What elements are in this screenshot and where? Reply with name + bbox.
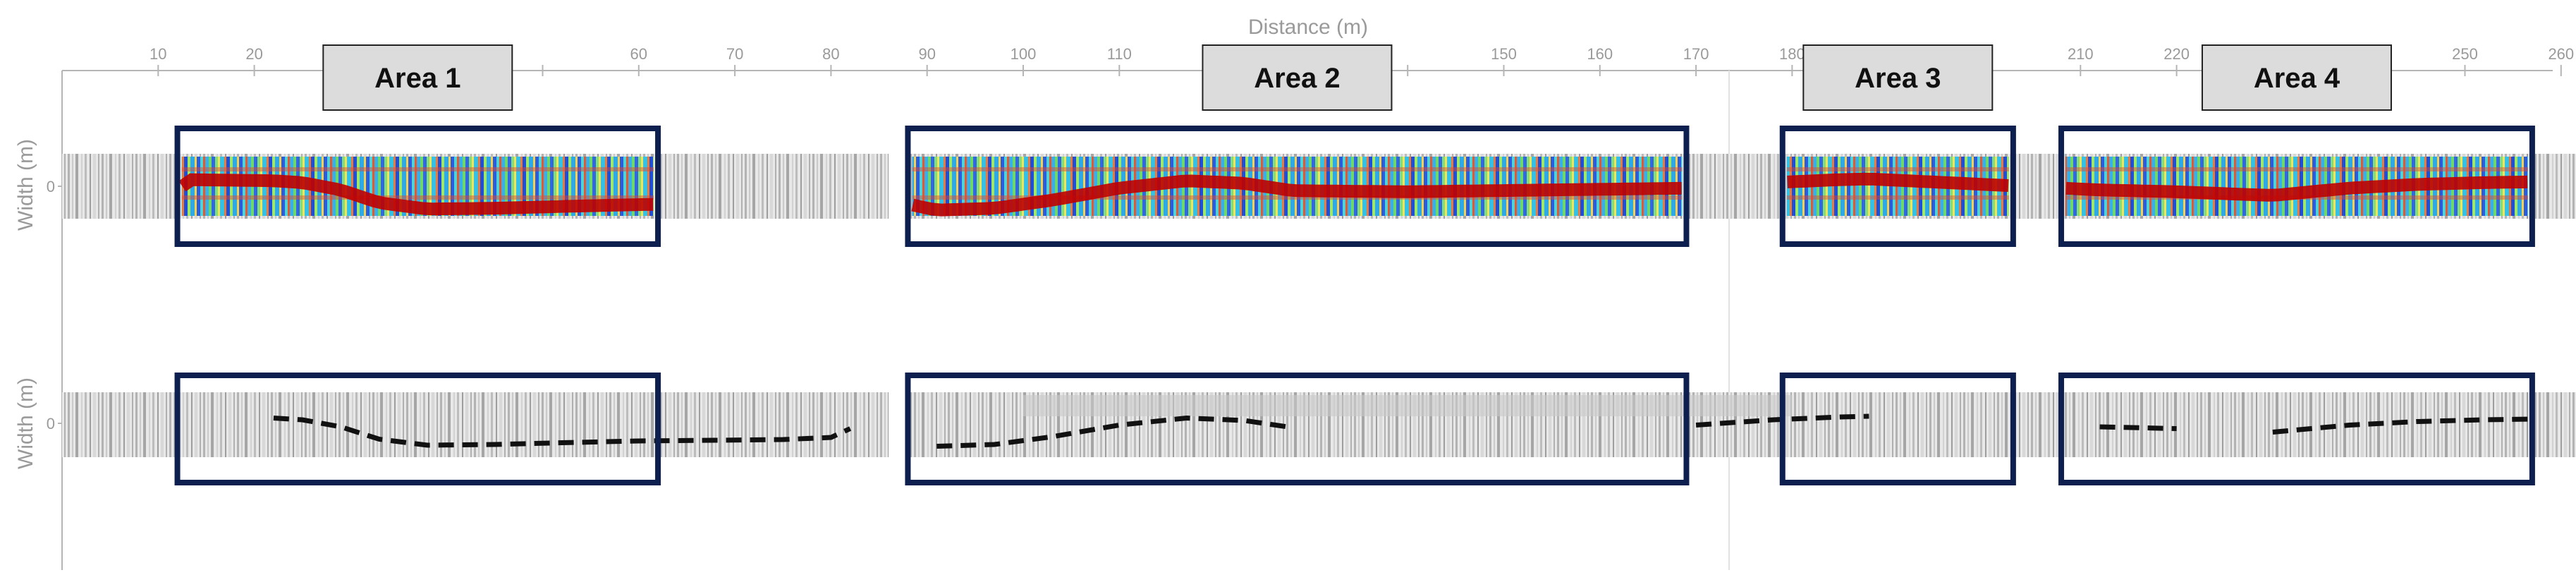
area-box-top: [2058, 126, 2535, 247]
area-label-4: Area 4: [2201, 44, 2392, 111]
x-tick-label: 150: [1491, 45, 1517, 63]
area-label-box: [1802, 44, 1994, 111]
x-tick-label: 170: [1683, 45, 1709, 63]
panel-1-heatmaps: [178, 157, 2528, 217]
x-tick-label: 160: [1587, 45, 1613, 63]
area-label-text: Area 1: [374, 63, 460, 94]
area-label-box: [1202, 44, 1393, 111]
x-tick-label: 60: [630, 45, 647, 63]
gray-data-strip: [62, 392, 889, 457]
heatmap-red-band: [178, 173, 654, 216]
heatmap-red-band: [2065, 175, 2528, 202]
x-tick-label: 260: [2548, 45, 2574, 63]
x-tick-label: 100: [1011, 45, 1037, 63]
x-tick-label: 110: [1107, 45, 1132, 63]
area-label-box: [322, 44, 513, 111]
area-label-1: Area 1: [322, 44, 513, 111]
x-tick-label: 10: [149, 45, 166, 63]
area-box-bottom: [2058, 373, 2535, 485]
area-labels: Area 1 Area 2 Area 3 Area 4: [322, 44, 2392, 111]
area-box-bottom: [174, 373, 661, 485]
gray-band: [1023, 395, 1793, 416]
x-tick-label: 80: [822, 45, 839, 63]
area-box-bottom: [905, 373, 1690, 485]
area-box-bottom: [1779, 373, 2016, 485]
heatmap-red-band: [911, 174, 1682, 217]
area-label-text: Area 4: [2254, 63, 2340, 94]
x-tick-label: 250: [2452, 45, 2478, 63]
panel-1-y-title: Width (m): [14, 139, 37, 231]
area-box-top: [1779, 126, 2016, 247]
area-label-text: Area 2: [1254, 63, 1340, 94]
area-label-box: [2201, 44, 2392, 111]
panel-1-zero-label: 0: [47, 178, 55, 195]
x-tick-label: 20: [245, 45, 262, 63]
x-axis-title: Distance (m): [1248, 16, 1368, 39]
x-tick-label: 220: [2163, 45, 2190, 63]
area-box-top: [905, 126, 1690, 247]
heatmap-panel: Width (m) 0: [14, 126, 2576, 247]
area-label-text: Area 3: [1855, 63, 1941, 94]
heatmap-red-band: [1787, 172, 2009, 192]
panel-2-y-title: Width (m): [14, 377, 37, 469]
panel-1-area-boxes: [174, 126, 2535, 247]
x-axis: 1020306070809010011012015016017018019021…: [62, 16, 2574, 76]
x-tick-label: 210: [2068, 45, 2094, 63]
panel-2-area-boxes: [174, 373, 2535, 485]
x-tick-label: 70: [726, 45, 743, 63]
trace-dashed-line: [273, 413, 2532, 449]
area-label-3: Area 3: [1802, 44, 1994, 111]
x-tick-label: 180: [1779, 45, 1805, 63]
panel-2-zero-label: 0: [47, 415, 55, 432]
area-label-2: Area 2: [1202, 44, 1393, 111]
area-box-top: [174, 126, 661, 247]
trace-panel: Width (m) 0: [14, 373, 2576, 485]
x-tick-label: 90: [918, 45, 935, 63]
